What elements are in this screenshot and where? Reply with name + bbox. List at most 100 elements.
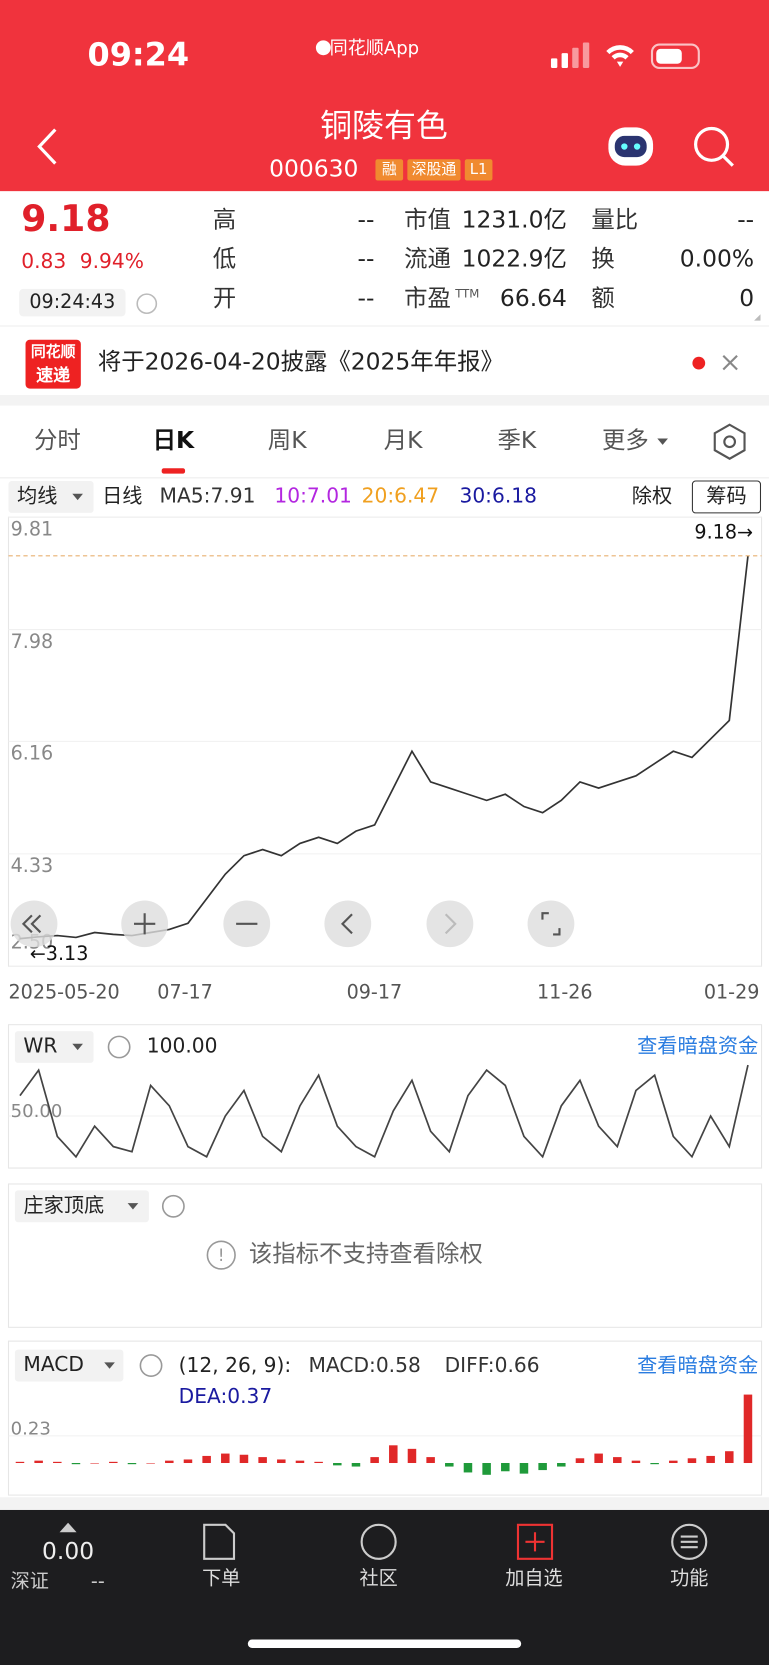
tab[interactable]: 周K (268, 426, 307, 454)
selector[interactable]: 均线 (17, 483, 57, 507)
message: 该指标不支持查看除权 (249, 1240, 483, 1268)
macd-bar (613, 1457, 622, 1464)
notice-text[interactable]: 将于2026-04-20披露《2025年年报》 (98, 348, 504, 376)
corner (754, 314, 761, 321)
field-value: -- (737, 205, 754, 233)
indicator-selector[interactable]: WR (23, 1034, 57, 1058)
nav-item[interactable]: 社区 (360, 1566, 398, 1589)
index-change: -- (91, 1570, 105, 1593)
macd-bar (557, 1463, 566, 1467)
macd-bar (519, 1463, 529, 1474)
indicator-value: DIFF:0.66 (445, 1353, 540, 1377)
macd-bar (277, 1459, 286, 1464)
zj-frame (7, 1183, 763, 1328)
macd-bar (501, 1463, 510, 1472)
macd-bar (183, 1459, 193, 1464)
macd-bar (333, 1463, 342, 1466)
app-logo (315, 40, 331, 56)
settings-icon-core (723, 435, 737, 449)
chart-nav-button[interactable] (10, 900, 58, 948)
separator (0, 1497, 769, 1510)
badge: 融 (382, 160, 397, 178)
macd-bar (239, 1454, 249, 1464)
indicator-selector[interactable]: 庄家顶底 (23, 1193, 104, 1217)
macd-bar (650, 1463, 659, 1465)
macd-bar (202, 1455, 211, 1464)
back-button[interactable] (37, 128, 57, 165)
change: 0.83 (21, 249, 66, 273)
macd-bar (258, 1457, 267, 1464)
home-indicator (247, 1639, 522, 1649)
macd-bar (15, 1461, 25, 1464)
tab[interactable]: 分时 (34, 426, 81, 454)
x-tick-label: 09-17 (347, 980, 403, 1003)
help-icon[interactable] (161, 1194, 185, 1218)
nav-item[interactable]: 加自选 (505, 1566, 562, 1589)
line-type: 日线 (102, 483, 142, 507)
field-label: 市值 (404, 205, 451, 233)
selector-bg[interactable] (14, 1190, 149, 1223)
nav-icons (59, 1522, 708, 1560)
selector-bg[interactable] (8, 481, 94, 513)
wr-line (19, 1064, 749, 1159)
chart-nav-button[interactable] (426, 900, 474, 948)
link[interactable]: 查看暗盘资金 (637, 1034, 758, 1058)
ma-legend: MA5:7.91 (160, 483, 256, 507)
nav-item[interactable]: 下单 (202, 1566, 240, 1589)
macd-bar (426, 1457, 435, 1464)
chip-button[interactable] (691, 480, 762, 514)
dropdown-arrow (72, 1043, 83, 1051)
wr-frame (7, 1024, 763, 1169)
dropdown-arrow (104, 1362, 115, 1369)
macd-bar (706, 1455, 715, 1464)
settings-icon[interactable] (713, 423, 746, 460)
chart-nav-button[interactable] (527, 900, 575, 948)
change-pct: 9.94% (80, 249, 144, 273)
x-tick-label: 07-17 (157, 980, 213, 1003)
search-icon[interactable] (694, 126, 734, 167)
info-icon[interactable] (136, 293, 158, 315)
y-tick-label: 50.00 (11, 1101, 63, 1122)
high-annotation: 9.18→ (694, 521, 753, 544)
help-icon[interactable] (139, 1354, 163, 1377)
selector-bg[interactable] (14, 1349, 124, 1382)
tab[interactable]: 季K (498, 426, 537, 454)
x-tick-label: 01-29 (704, 980, 760, 1003)
macd-bar (146, 1463, 155, 1464)
nav-item[interactable]: 功能 (670, 1566, 708, 1589)
macd-bar (743, 1394, 753, 1464)
tab[interactable]: 月K (384, 426, 423, 454)
adjust-button[interactable]: 除权 (632, 483, 672, 507)
tab[interactable]: 日K (153, 426, 195, 454)
macd-bar (482, 1463, 491, 1475)
chart-nav-glyph (541, 912, 561, 936)
quote-time: 09:24:43 (29, 290, 115, 313)
field-label: 流通 (404, 245, 451, 273)
tab[interactable]: 更多 (602, 426, 649, 454)
field-label: 额 (591, 284, 614, 312)
ma-legend: 20:6.47 (362, 483, 440, 507)
robot-icon[interactable] (608, 127, 654, 166)
chart-nav-glyph (21, 914, 42, 934)
field-label: 量比 (591, 205, 638, 233)
link[interactable]: 查看暗盘资金 (637, 1353, 758, 1377)
macd-bar (295, 1460, 305, 1464)
macd-bar (314, 1461, 323, 1464)
field-value: 66.64 (500, 284, 567, 312)
close-button[interactable] (722, 354, 738, 371)
macd-bar (53, 1461, 62, 1464)
stock-name: 铜陵有色 (320, 106, 448, 144)
help-icon[interactable] (107, 1035, 131, 1059)
notice-dot (692, 356, 706, 370)
selector-bg[interactable] (14, 1031, 94, 1063)
macd-bar (445, 1463, 454, 1467)
y-tick-label: 6.16 (11, 742, 54, 765)
badge: L1 (470, 160, 488, 178)
dropdown-arrow (72, 493, 83, 501)
y-tick-label: 4.33 (11, 854, 54, 877)
chart-nav-button[interactable] (324, 900, 372, 948)
macd-bar (71, 1463, 81, 1465)
chip-label[interactable]: 筹码 (706, 483, 746, 507)
indicator-selector[interactable]: MACD (23, 1352, 84, 1376)
